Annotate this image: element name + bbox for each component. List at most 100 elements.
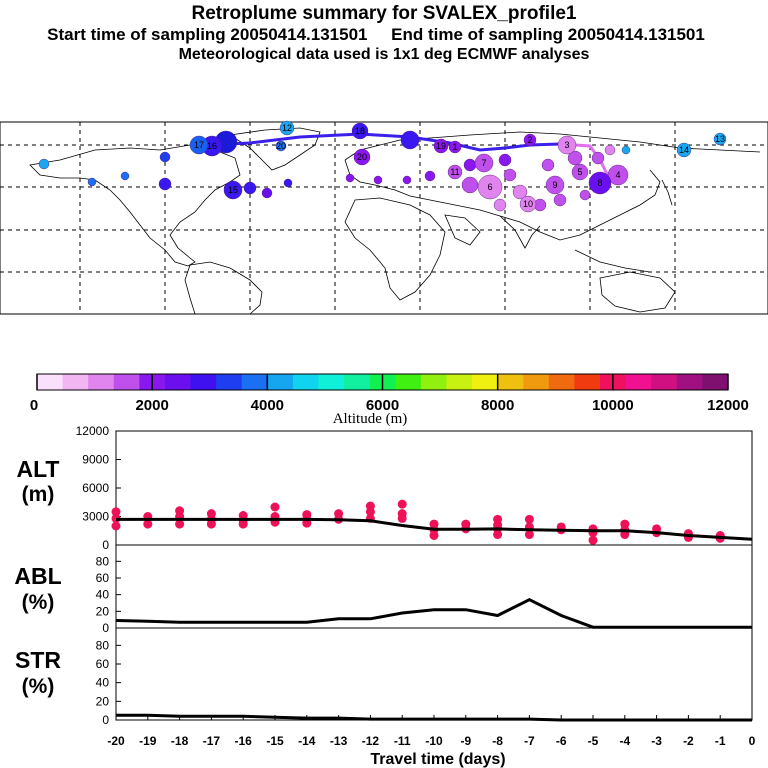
plume-cluster-dot [261, 187, 273, 199]
x-tick-label: -19 [139, 734, 157, 748]
altitude-point [588, 535, 598, 545]
plume-cluster-dot [353, 148, 371, 166]
plume-cluster-dot [541, 158, 555, 172]
map-graticule [0, 122, 768, 314]
y-tick-label: 6000 [82, 481, 109, 495]
x-tick-label: -9 [460, 734, 471, 748]
cluster-label: 20 [276, 141, 286, 151]
series-line-abl [115, 598, 752, 629]
colorbar-tick-label: 12000 [707, 397, 749, 414]
x-tick-label: -5 [588, 734, 599, 748]
x-tick-label: -1 [715, 734, 726, 748]
coastlines [29, 127, 761, 315]
y-tick-label: 20 [96, 604, 110, 618]
plume-cluster-dot [373, 175, 383, 185]
colorbar-cell [344, 374, 371, 390]
altitude-point [524, 530, 534, 540]
colorbar-cell [523, 374, 550, 390]
x-tick-label: 0 [749, 734, 756, 748]
start-time: Start time of sampling 20050414.131501 [47, 25, 368, 44]
x-tick-label: -15 [266, 734, 284, 748]
series-line-str [116, 713, 752, 722]
altitude-point [206, 519, 216, 529]
colorbar-cell [164, 374, 192, 390]
cluster-label: 8 [597, 178, 602, 188]
colorbar-cell [292, 374, 320, 390]
alt-panel-unit: (m) [22, 483, 55, 506]
plume-cluster-dot [447, 164, 463, 180]
x-tick-label: -8 [492, 734, 503, 748]
plume-cluster-dot [120, 171, 130, 181]
plume-cluster-dot [279, 120, 295, 136]
colorbar-cell [420, 374, 447, 390]
y-tick-label: 0 [102, 621, 109, 635]
plume-cluster-dot [477, 174, 503, 200]
altitude-point [143, 519, 153, 529]
y-tick-label: 3000 [82, 510, 109, 524]
x-tick-label: -4 [619, 734, 630, 748]
plume-cluster-dot [345, 173, 355, 183]
plume-cluster-dot [424, 170, 436, 182]
cluster-label: 7 [481, 158, 486, 168]
alt-panel-name: ALT [16, 456, 59, 482]
y-tick-label: 12000 [76, 424, 110, 438]
cluster-label: 1 [452, 142, 457, 152]
altitude-point [238, 519, 248, 529]
str-panel-name: STR [15, 647, 61, 673]
cluster-label: 15 [228, 185, 238, 195]
abl-panel-unit: (%) [22, 591, 55, 614]
y-tick-label: 9000 [82, 453, 109, 467]
cluster-label: 16 [207, 141, 217, 151]
x-tick-label: -13 [330, 734, 348, 748]
plume-cluster-dot [400, 130, 420, 150]
colorbar-cell [472, 374, 499, 390]
cluster-label: 2 [527, 135, 532, 145]
plume-cluster-dot [557, 135, 577, 155]
cluster-label: 9 [552, 180, 557, 190]
plume-cluster-dot [545, 175, 565, 195]
colorbar-cell [113, 374, 140, 390]
plume-cluster-dot [591, 151, 605, 165]
altitude-point [524, 514, 534, 524]
colorbar-tick-label: 6000 [366, 397, 399, 414]
y-tick-label: 0 [102, 538, 109, 552]
altitude-point [365, 507, 375, 517]
y-tick-label: 80 [96, 554, 110, 568]
cluster-label: 13 [715, 134, 725, 144]
plume-cluster-dot [498, 153, 512, 167]
altitude-point [270, 502, 280, 512]
cluster-label: 5 [577, 167, 582, 177]
plume-cluster-dot [38, 158, 50, 170]
colorbar-label: Altitude (m) [333, 411, 408, 427]
time-series-panels: ALT (m) ABL (%) STR (%) 0300060009000120… [14, 424, 755, 768]
colorbar-tick-label: 8000 [481, 397, 514, 414]
end-time: End time of sampling 20050414.131501 [391, 25, 705, 44]
altitude-point [493, 530, 503, 540]
map-frame [0, 121, 768, 315]
colorbar-cell [446, 374, 473, 390]
plume-cluster-dot [189, 135, 209, 155]
y-tick-label: 40 [96, 676, 110, 690]
x-tick-label: -3 [651, 734, 662, 748]
altitude-colorbar: 0 2000 4000 6000 8000 10000 12000 Altitude (m) [30, 373, 749, 427]
plume-cluster-dot [158, 177, 172, 191]
plume-cluster-dot [713, 132, 727, 146]
altitude-point [111, 521, 121, 531]
plume-cluster-dot [579, 189, 591, 201]
altitude-point [111, 507, 121, 517]
plume-cluster-dot [433, 138, 449, 154]
series-line-alt [116, 517, 753, 541]
colorbar-cell [62, 374, 89, 390]
panels-frame [115, 430, 753, 721]
meteo-source: Meteorological data used is 1x1 deg ECMW… [178, 46, 590, 63]
x-tick-label: -16 [235, 734, 253, 748]
plume-cluster-dot [571, 163, 589, 181]
plume-cluster-dot [519, 195, 537, 213]
colorbar-tick-label: 0 [30, 397, 38, 414]
x-tick-label: -12 [362, 734, 380, 748]
x-tick-label: -2 [683, 734, 694, 748]
plume-cluster-dot [283, 178, 293, 188]
cluster-label: 19 [436, 141, 446, 151]
